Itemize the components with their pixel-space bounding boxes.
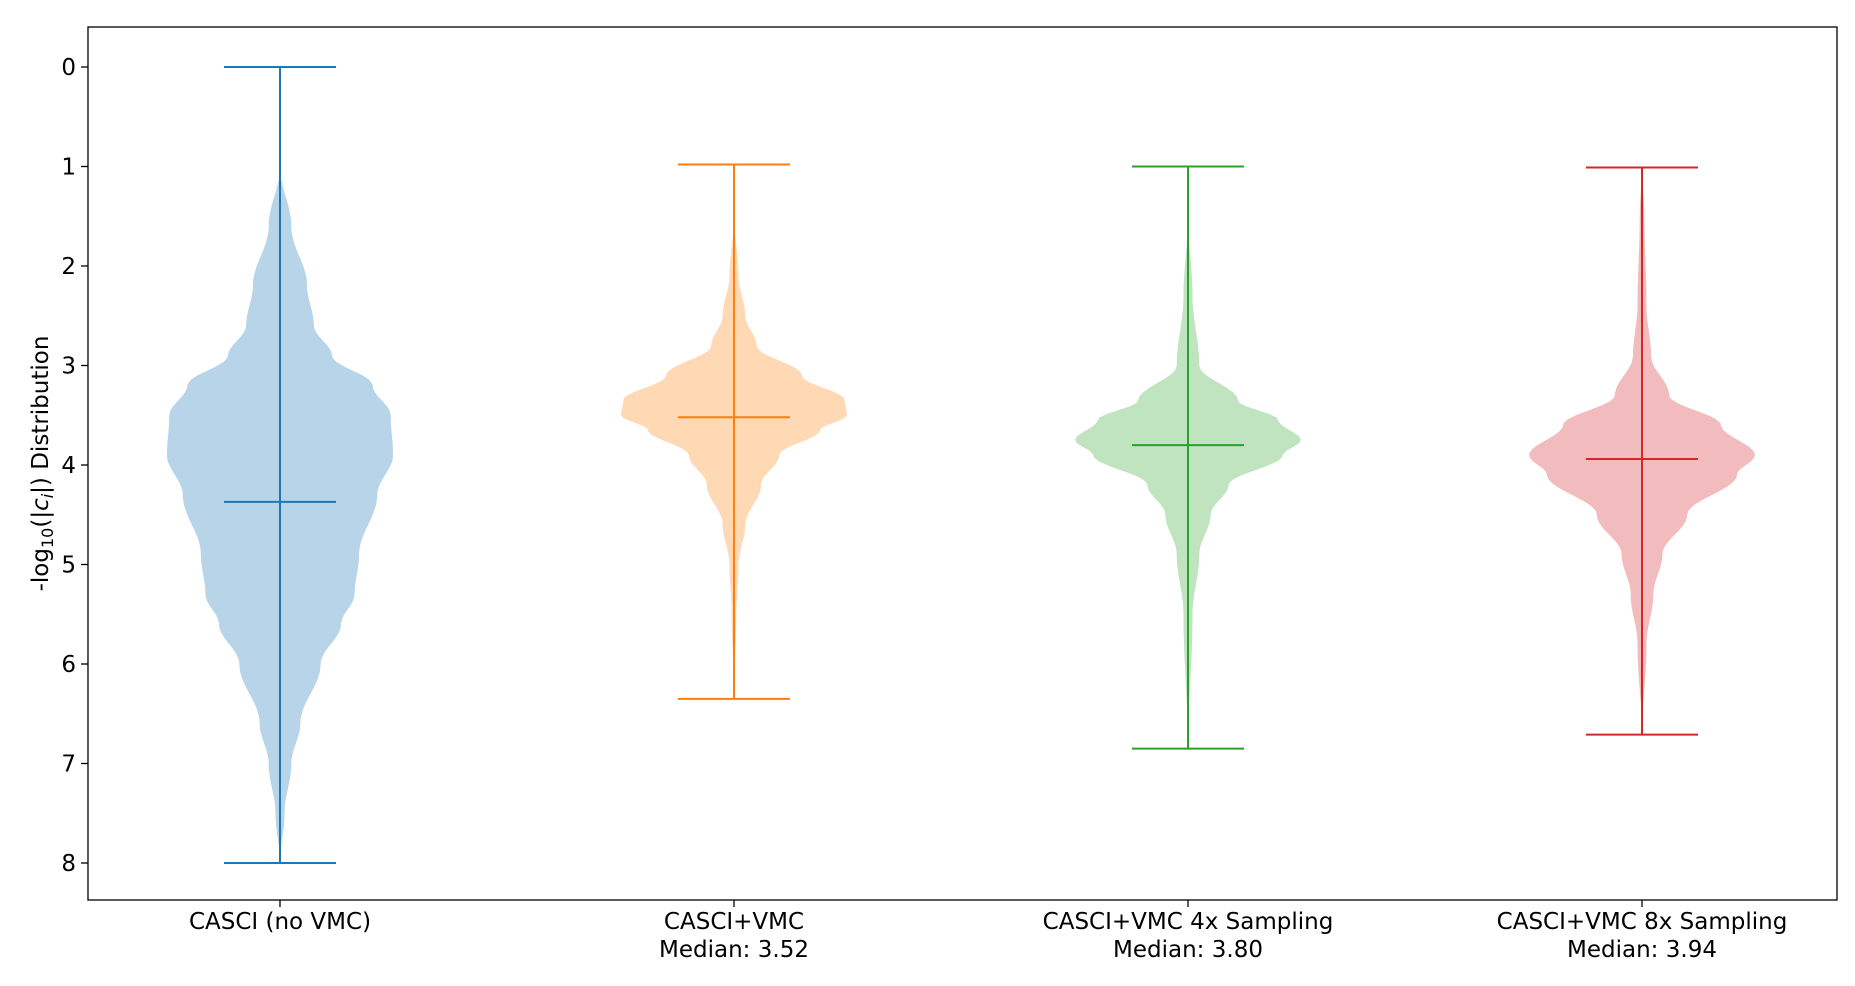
violins-layer xyxy=(167,164,1755,863)
ylabel-distribution: |) Distribution xyxy=(28,336,54,494)
y-tick-label: 5 xyxy=(61,553,76,579)
ylabel-log: -log xyxy=(28,548,54,591)
y-axis: 0 1 2 3 4 5 6 7 8 xyxy=(61,55,88,877)
stats-layer xyxy=(224,66,1698,864)
x-tick-sublabel: Median: 3.94 xyxy=(1567,937,1717,963)
y-tick-label: 8 xyxy=(61,851,76,877)
y-tick-label: 2 xyxy=(61,254,76,280)
y-tick-label: 4 xyxy=(61,453,76,479)
y-tick-label: 0 xyxy=(61,55,76,81)
x-tick-sublabel: Median: 3.80 xyxy=(1113,937,1263,963)
y-tick-label: 1 xyxy=(61,155,76,181)
y-tick-label: 7 xyxy=(61,752,76,778)
x-tick-label: CASCI+VMC xyxy=(664,909,804,935)
ylabel-c: c xyxy=(28,498,54,511)
plot-area-frame xyxy=(87,26,1838,901)
ylabel-abs-open: (| xyxy=(28,511,54,528)
x-tick-label: CASCI+VMC 8x Sampling xyxy=(1497,909,1788,935)
x-tick-sublabel: Median: 3.52 xyxy=(659,937,809,963)
x-tick-label: CASCI (no VMC) xyxy=(189,909,371,935)
ylabel-subscript-base: 10 xyxy=(38,528,57,548)
x-tick-label: CASCI+VMC 4x Sampling xyxy=(1043,909,1334,935)
y-axis-title: -log10(|ci|) Distribution xyxy=(28,336,57,592)
y-tick-label: 6 xyxy=(61,652,76,678)
ylabel-subscript-i: i xyxy=(38,493,57,498)
y-tick-label: 3 xyxy=(61,354,76,380)
